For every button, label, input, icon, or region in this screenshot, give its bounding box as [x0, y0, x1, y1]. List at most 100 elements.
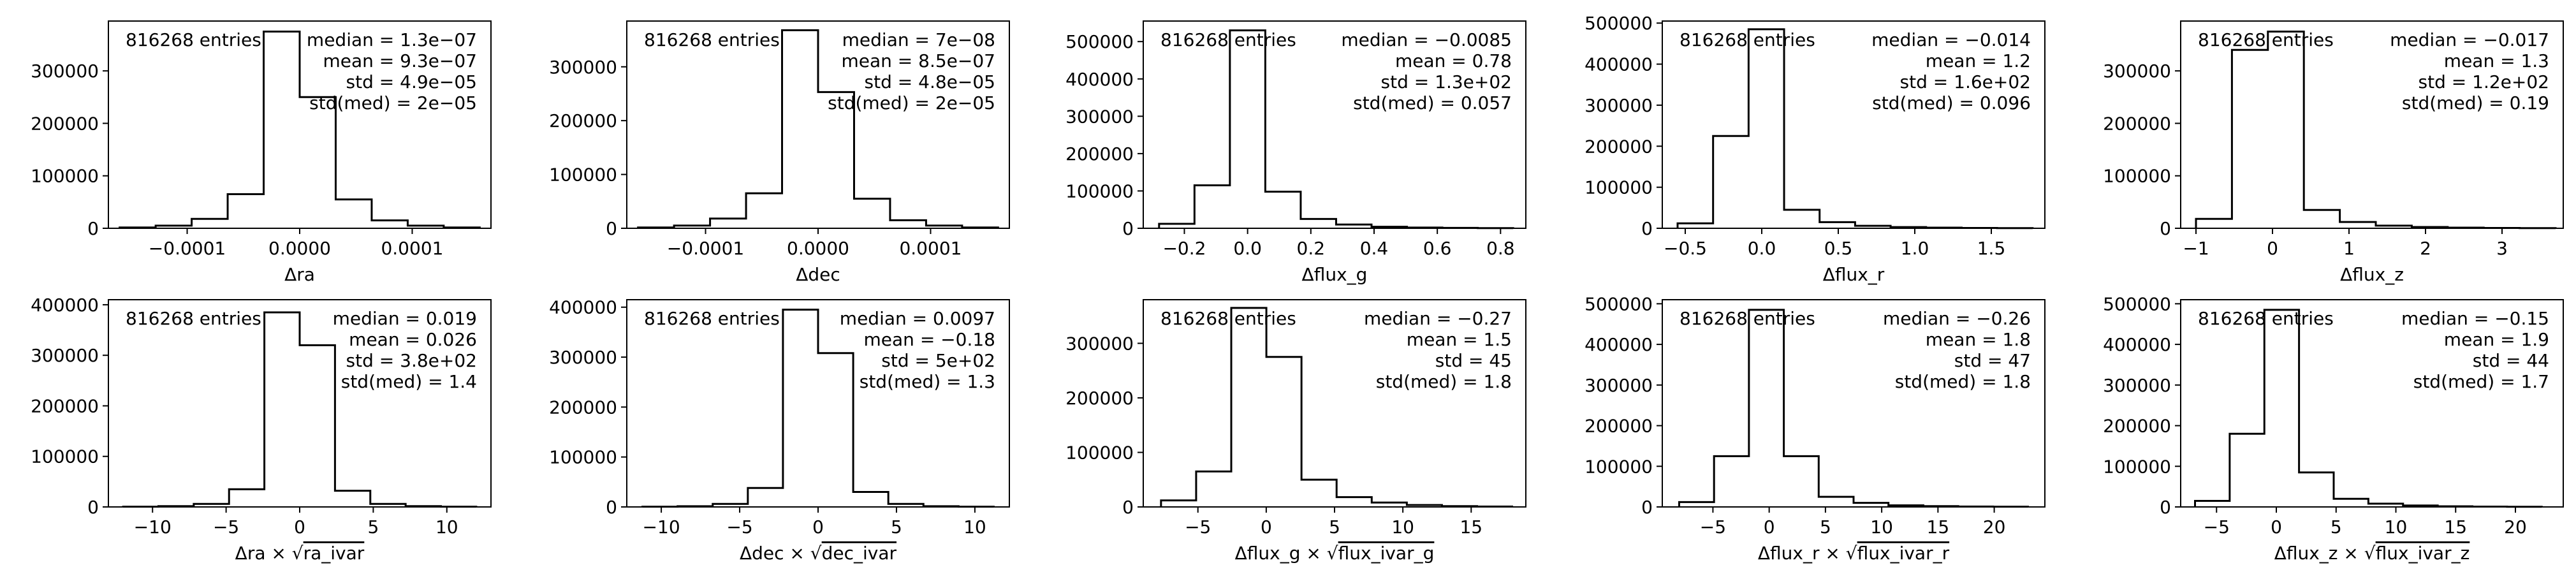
y-tick-label: 200000 — [549, 110, 617, 131]
histogram-panel-1: −0.0001 0.0000 0.0001 0 100000 200000 300000 Δr… — [31, 20, 492, 285]
x-axis-label: Δflux_g × √flux_ivar_g — [1235, 543, 1435, 564]
x-tick-label: 3 — [2496, 238, 2508, 259]
histogram-bin — [1196, 471, 1231, 507]
y-tick-label: 400000 — [1065, 69, 1134, 90]
stats-line: std = 3.8e+02 — [346, 350, 477, 371]
axes-frame — [1662, 20, 2045, 229]
x-tick-label: 0.0 — [1748, 238, 1776, 259]
x-tick-label: 0.8 — [1486, 238, 1515, 259]
histogram-bin — [335, 491, 370, 507]
x-axis-label: Δra × √ra_ivar — [235, 543, 365, 564]
x-tick-label: 0.0 — [1233, 238, 1262, 259]
y-tick-label: 200000 — [1065, 388, 1134, 409]
stats-line: std = 1.2e+02 — [2419, 71, 2549, 92]
x-tick-label: 0.0001 — [381, 238, 443, 259]
y-tick-label: 200000 — [1584, 136, 1653, 157]
histogram-bin — [2232, 50, 2267, 228]
stats-line: std = 45 — [1435, 350, 1512, 371]
histogram-panel-9: −5 0 5 10 15 20 0 100000 200000 300000 400000 50000… — [1584, 293, 2045, 564]
stats-line: median = −0.27 — [1364, 308, 1512, 329]
y-tick-label: 500000 — [1065, 31, 1134, 52]
x-axis-label: Δra — [284, 264, 315, 285]
histogram-bin — [1748, 29, 1784, 228]
y-tick-label: 0 — [606, 218, 617, 239]
x-tick-label: 0.0001 — [899, 238, 962, 259]
stats-line: median = −0.15 — [2401, 308, 2549, 329]
x-tick-label: 0.4 — [1360, 238, 1389, 259]
y-tick-label: 0 — [2160, 497, 2171, 518]
y-tick-label: 300000 — [1584, 95, 1653, 116]
axes-frame — [1143, 20, 1526, 229]
histogram-outline — [637, 29, 999, 229]
y-tick-label: 200000 — [2103, 416, 2171, 437]
y-tick-label: 0 — [2160, 218, 2171, 239]
histogram-bin — [1231, 308, 1266, 507]
x-tick-label: 10 — [1391, 516, 1414, 538]
y-tick-label: 400000 — [1584, 334, 1653, 355]
y-tick-label: 300000 — [2103, 61, 2171, 82]
histogram-bin — [746, 193, 782, 228]
stats-line: std = 44 — [2473, 350, 2549, 371]
histogram-bin — [818, 353, 853, 507]
x-tick-label: 0.0000 — [268, 238, 331, 259]
x-tick-label: −5 — [1700, 516, 1726, 538]
x-tick-label: 15 — [1460, 516, 1482, 538]
histogram-bin — [853, 492, 888, 507]
stats-line: std(med) = 0.057 — [1353, 92, 1512, 114]
stats-line: std = 1.3e+02 — [1381, 71, 1512, 92]
stats-line: std = 4.9e−05 — [346, 71, 477, 92]
histogram-bin — [854, 199, 889, 228]
stats-line: std(med) = 1.4 — [341, 371, 477, 392]
y-tick-label: 0 — [1641, 218, 1653, 239]
x-tick-label: −5 — [726, 516, 752, 538]
stats-line: mean = 1.8 — [1926, 329, 2031, 350]
axes-frame — [2180, 299, 2564, 508]
histogram-outline — [641, 309, 995, 508]
y-tick-label: 0 — [1122, 218, 1134, 239]
x-tick-label: 20 — [2504, 516, 2527, 538]
x-tick-label: 10 — [2385, 516, 2408, 538]
y-tick-label: 300000 — [1065, 333, 1134, 354]
x-tick-label: −5 — [2204, 516, 2230, 538]
histogram-outline — [119, 30, 481, 229]
histogram-bin — [335, 200, 371, 228]
stats-line: median = 0.019 — [333, 308, 477, 329]
y-tick-label: 200000 — [1065, 143, 1134, 165]
x-tick-label: −10 — [643, 516, 680, 538]
y-tick-label: 0 — [1122, 497, 1134, 518]
entries-label: 816268 entries — [1680, 308, 1815, 329]
y-tick-label: 100000 — [2103, 456, 2171, 477]
stats-line: mean = 1.5 — [1407, 329, 1512, 350]
histogram-bin — [1784, 456, 1819, 507]
x-tick-label: −5 — [1185, 516, 1211, 538]
histogram-bin — [1230, 31, 1266, 228]
histogram-bin — [1714, 456, 1749, 507]
y-tick-label: 100000 — [2103, 166, 2171, 187]
stats-line: median = 1.3e−07 — [307, 29, 477, 50]
x-tick-label: 0 — [2267, 238, 2278, 259]
x-tick-label: 0 — [1261, 516, 1272, 538]
x-tick-label: −1 — [2183, 238, 2209, 259]
x-axis-label: Δflux_z × √flux_ivar_z — [2274, 543, 2470, 564]
stats-line: mean = 1.2 — [1926, 50, 2031, 71]
entries-label: 816268 entries — [644, 29, 780, 50]
x-tick-label: −0.5 — [1664, 238, 1707, 259]
histogram-bin — [2268, 31, 2304, 228]
stats-line: median = −0.0085 — [1341, 29, 1512, 50]
y-tick-label: 200000 — [549, 397, 617, 418]
x-tick-label: 0 — [2271, 516, 2282, 538]
x-tick-label: 1.5 — [1977, 238, 2006, 259]
histogram-bin — [1265, 192, 1301, 228]
y-tick-label: 500000 — [1584, 293, 1653, 314]
x-tick-label: 20 — [1983, 516, 2006, 538]
histogram-bin — [2304, 210, 2339, 228]
histogram-bin — [782, 30, 818, 228]
y-tick-label: 0 — [606, 497, 617, 518]
histogram-bin — [1301, 219, 1336, 228]
stats-line: std = 47 — [1954, 350, 2031, 371]
stats-line: std(med) = 2e−05 — [828, 92, 995, 114]
histogram-bin — [372, 221, 407, 228]
y-tick-label: 300000 — [1065, 106, 1134, 127]
histogram-bin — [748, 488, 783, 507]
